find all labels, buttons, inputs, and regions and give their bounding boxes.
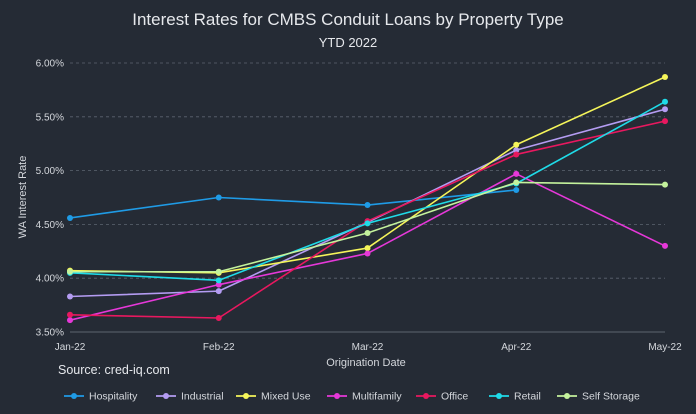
y-tick-label: 4.00% — [36, 274, 64, 285]
legend-item-office: Office — [416, 391, 468, 403]
x-tick-label: May-22 — [648, 342, 682, 353]
y-tick-label: 5.50% — [36, 112, 64, 123]
legend-label: Mixed Use — [261, 391, 311, 403]
legend-swatch-marker — [564, 393, 570, 399]
legend-label: Hospitality — [89, 391, 138, 403]
data-point-self-storage — [364, 230, 371, 237]
data-point-multifamily — [215, 281, 222, 288]
data-point-multifamily — [67, 317, 73, 324]
x-tick-labels: Jan-22 Feb-22 Mar-22 Apr-22 May-22 — [55, 342, 682, 353]
data-point-office — [215, 315, 222, 322]
data-point-hospitality — [215, 194, 222, 201]
data-point-office — [513, 151, 520, 158]
series-multifamily — [67, 170, 668, 324]
data-point-multifamily — [364, 250, 371, 257]
data-point-self-storage — [67, 268, 73, 275]
source-note: Source: cred-iq.com — [58, 363, 170, 377]
series-line-self-storage — [70, 181, 666, 273]
legend-swatch-marker — [496, 393, 502, 399]
data-point-industrial — [513, 147, 520, 154]
y-tick-label: 6.00% — [36, 59, 64, 70]
x-tick-label: Jan-22 — [55, 342, 86, 353]
data-point-hospitality — [513, 186, 520, 193]
legend-item-multifamily: Multifamily — [327, 391, 402, 403]
data-point-mixed-use — [662, 73, 668, 80]
chart-title: Interest Rates for CMBS Conduit Loans by… — [132, 10, 564, 29]
data-point-industrial — [215, 288, 222, 295]
series-line-mixed-use — [69, 76, 666, 274]
data-point-mixed-use — [513, 141, 520, 148]
x-axis-label: Origination Date — [326, 357, 406, 369]
series-line-hospitality — [69, 189, 517, 219]
data-point-mixed-use — [364, 245, 371, 252]
legend-item-self-storage: Self Storage — [557, 391, 640, 403]
legend-label: Retail — [514, 391, 541, 403]
data-point-self-storage — [513, 179, 520, 186]
y-tick-labels: 3.50% 4.00% 4.50% 5.00% 5.50% 6.00% — [36, 59, 64, 339]
data-point-industrial — [67, 293, 73, 300]
data-point-hospitality — [67, 214, 73, 221]
legend-item-industrial: Industrial — [156, 391, 224, 403]
y-tick-label: 4.50% — [36, 220, 64, 231]
legend-label: Self Storage — [582, 391, 640, 403]
legend-swatch-marker — [423, 393, 429, 399]
data-point-retail — [364, 220, 371, 227]
gridlines — [70, 62, 665, 333]
legend-item-retail: Retail — [489, 391, 541, 403]
data-point-office — [662, 118, 668, 125]
legend-swatch-marker — [243, 393, 249, 399]
legend-item-hospitality: Hospitality — [64, 391, 138, 403]
legend-label: Office — [441, 391, 468, 403]
series-hospitality — [67, 186, 520, 221]
legend-item-mixed-use: Mixed Use — [236, 391, 311, 403]
data-point-retail — [662, 98, 668, 105]
data-point-multifamily — [662, 242, 668, 249]
data-point-office — [67, 311, 73, 318]
y-tick-label: 3.50% — [36, 328, 64, 339]
legend: Hospitality Industrial Mixed Use Multifamil… — [64, 391, 640, 403]
data-point-industrial — [662, 106, 668, 113]
legend-swatch-marker — [71, 393, 77, 399]
series-office — [67, 118, 668, 322]
series-lines — [67, 73, 668, 324]
legend-label: Industrial — [181, 391, 224, 403]
data-point-hospitality — [364, 202, 371, 209]
chart-subtitle: YTD 2022 — [319, 35, 378, 50]
x-tick-label: Feb-22 — [203, 342, 235, 353]
legend-label: Multifamily — [352, 391, 402, 403]
x-tick-label: Apr-22 — [501, 342, 531, 353]
data-point-multifamily — [513, 170, 520, 177]
data-point-self-storage — [215, 268, 222, 275]
y-axis-label: WA Interest Rate — [17, 156, 29, 239]
y-tick-label: 5.00% — [36, 166, 64, 177]
data-point-retail — [215, 277, 222, 284]
series-self-storage — [67, 179, 668, 275]
x-tick-label: Mar-22 — [352, 342, 384, 353]
series-mixed-use — [67, 73, 668, 276]
legend-swatch-marker — [334, 393, 340, 399]
legend-swatch-marker — [163, 393, 169, 399]
data-point-self-storage — [662, 181, 668, 188]
